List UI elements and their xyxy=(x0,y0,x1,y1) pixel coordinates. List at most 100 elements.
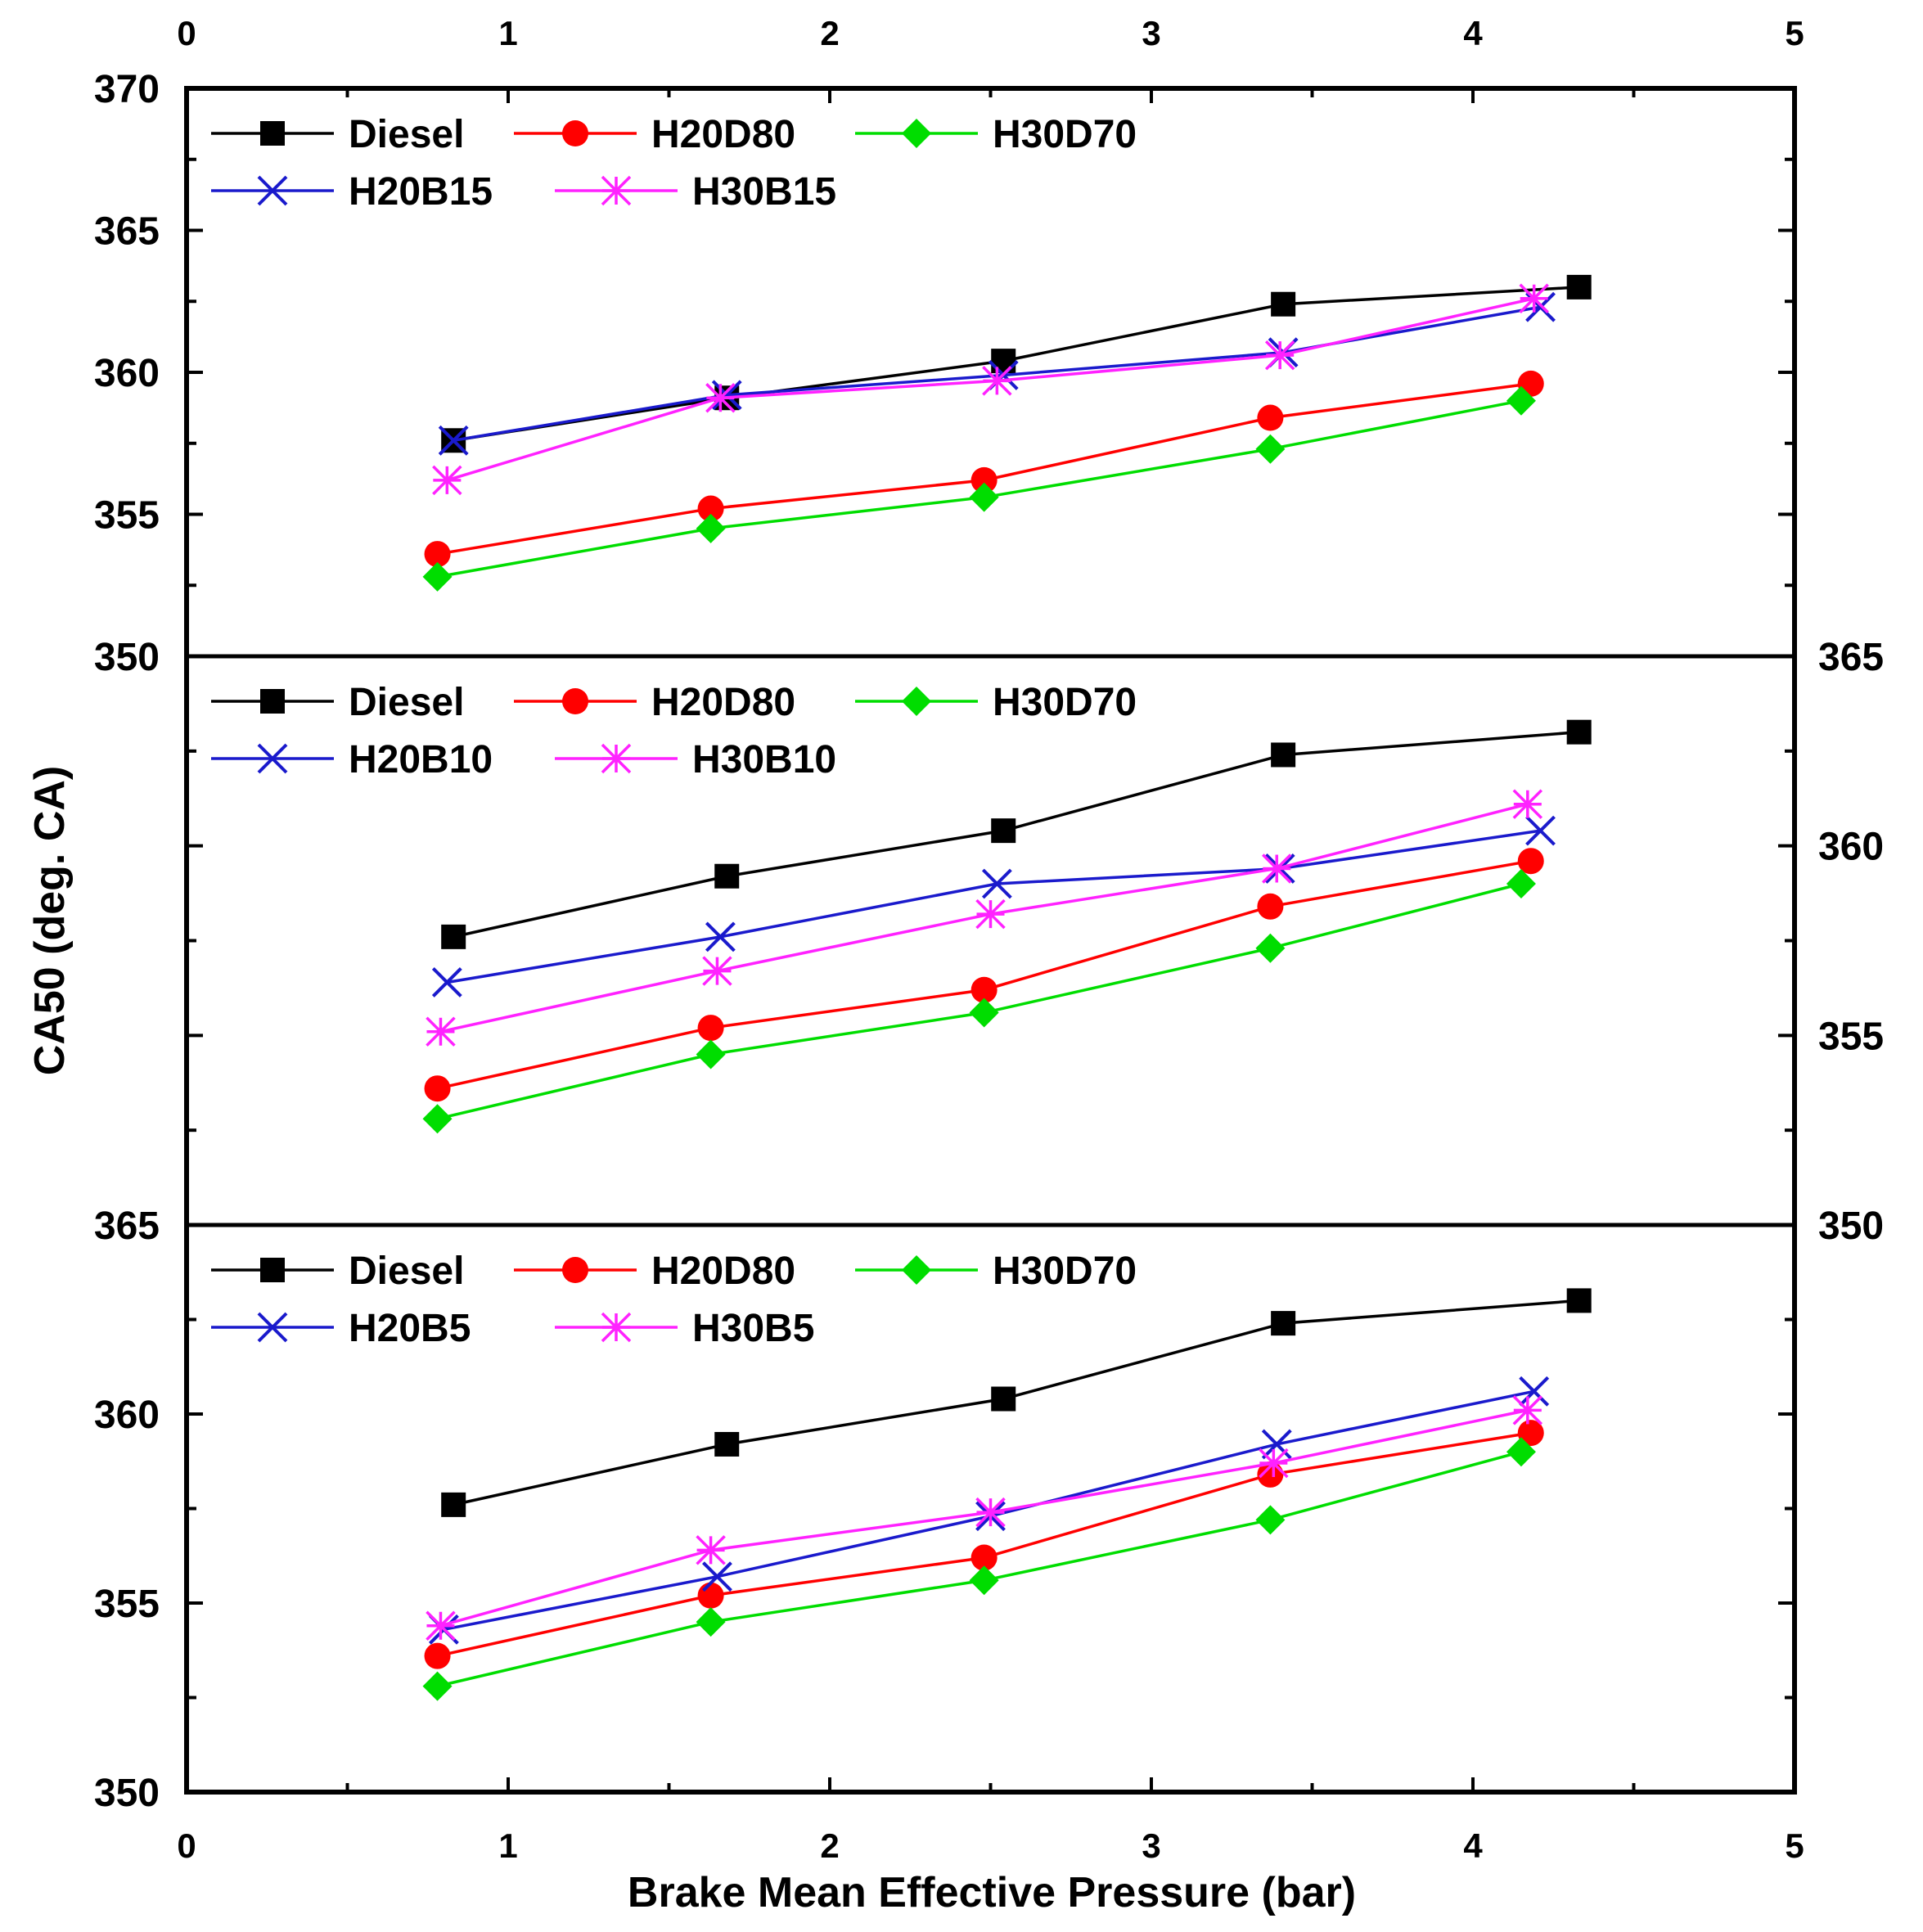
y-tick-label: 365 xyxy=(94,210,160,254)
data-point-h20b10 xyxy=(1525,815,1556,846)
data-point-h30b5 xyxy=(696,1535,726,1565)
legend-label: Diesel xyxy=(349,1250,464,1293)
data-point-diesel xyxy=(1566,1288,1592,1313)
legend-b10: Diesel H20D80 H30D70 H20B10 H30B10 xyxy=(211,681,1137,781)
data-point-h30b15 xyxy=(982,366,1012,396)
data-point-h30b10 xyxy=(702,956,732,986)
legend-label: H20B15 xyxy=(349,170,493,214)
y-tick-label: 365 xyxy=(94,1205,160,1248)
data-point-h30b15 xyxy=(705,382,736,413)
y-tick-label: 365 xyxy=(1818,636,1884,679)
legend-marker xyxy=(260,121,285,146)
legend-item-h30b15: H30B15 xyxy=(555,170,836,214)
legend-label: H20B10 xyxy=(349,738,493,781)
data-point-h30d70 xyxy=(1255,933,1286,963)
x-tick-label-bottom: 1 xyxy=(498,1826,517,1865)
data-point-h30b5 xyxy=(426,1610,456,1641)
y-tick-label: 350 xyxy=(1818,1205,1884,1248)
data-point-h30b10 xyxy=(975,898,1006,930)
legend-label: H20B5 xyxy=(349,1307,471,1350)
data-point-diesel xyxy=(1566,274,1592,299)
data-point-h30d70 xyxy=(1255,1505,1286,1535)
legend-item-diesel: Diesel xyxy=(211,1250,464,1293)
y-tick-label: 355 xyxy=(1818,1015,1884,1058)
legend-item-h30d70: H30D70 xyxy=(855,681,1137,724)
data-point-h30b10 xyxy=(426,1016,456,1047)
series-h20b10 xyxy=(431,815,1556,998)
data-point-diesel xyxy=(441,1492,466,1517)
legend-marker xyxy=(902,1255,931,1285)
data-point-h20d80 xyxy=(697,495,724,522)
data-point-h30d70 xyxy=(422,561,453,592)
legend-label: H30D70 xyxy=(993,681,1137,724)
data-point-h20d80 xyxy=(424,1642,451,1669)
data-point-h20b5 xyxy=(1261,1429,1292,1460)
legend-b15: Diesel H20D80 H30D70 H20B15 H30B15 xyxy=(211,113,1137,214)
y-tick-label: 350 xyxy=(94,1772,160,1815)
series-h30b10 xyxy=(426,789,1543,1047)
series-line-h20b10 xyxy=(447,829,1541,984)
series-line-h20d80 xyxy=(437,1431,1532,1658)
data-point-h30d70 xyxy=(969,1565,999,1596)
data-point-h20b15 xyxy=(711,380,742,411)
data-point-h30b10 xyxy=(1262,853,1292,884)
data-point-diesel xyxy=(441,924,466,949)
data-point-h30b15 xyxy=(432,465,462,496)
legend-item-h20d80: H20D80 xyxy=(514,681,795,724)
x-tick-label-bottom: 0 xyxy=(177,1826,196,1865)
data-point-h30d70 xyxy=(969,482,999,512)
legend-label: Diesel xyxy=(349,681,464,724)
series-diesel xyxy=(441,1288,1592,1517)
data-point-h30d70 xyxy=(696,1607,726,1637)
y-tick-label: 360 xyxy=(94,352,160,395)
legend-marker xyxy=(601,743,632,774)
data-point-h20d80 xyxy=(424,1075,451,1102)
y-tick-label: 360 xyxy=(1818,826,1884,869)
data-point-h30d70 xyxy=(1506,869,1536,898)
data-point-h20b10 xyxy=(431,967,462,998)
legend-item-h30b10: H30B10 xyxy=(555,738,836,781)
legend-label: H30D70 xyxy=(993,113,1137,156)
series-h20d80 xyxy=(424,370,1544,568)
x-tick-label-top: 1 xyxy=(498,14,517,52)
series-h30d70 xyxy=(422,1437,1536,1701)
y-tick-label: 355 xyxy=(94,1583,160,1626)
data-point-h20d80 xyxy=(697,1582,724,1609)
legend-marker xyxy=(562,1257,588,1283)
data-point-h20b15 xyxy=(438,425,469,456)
legend-b5: Diesel H20D80 H30D70 H20B5 H30B5 xyxy=(211,1250,1137,1350)
legend-marker xyxy=(260,1258,285,1282)
data-point-diesel xyxy=(714,1431,740,1457)
legend-marker xyxy=(260,689,285,714)
y-axis-title: CA50 (deg. CA) xyxy=(26,766,74,1075)
data-point-h20d80 xyxy=(971,1544,998,1571)
y-tick-label: 360 xyxy=(94,1394,160,1437)
series-h30d70 xyxy=(422,869,1536,1134)
x-tick-label-top: 4 xyxy=(1463,14,1483,52)
x-tick-label-bottom: 2 xyxy=(820,1826,839,1865)
legend-label: H20D80 xyxy=(651,1250,795,1293)
legend-label: H30D70 xyxy=(993,1250,1137,1293)
legend-marker xyxy=(562,688,588,714)
legend-label: H30B15 xyxy=(692,170,836,214)
panel-b15: 350 355 360 365 370 Diesel H20D80 H30D70 H20B15 H… xyxy=(94,68,1795,679)
legend-item-h20b5: H20B5 xyxy=(211,1307,471,1350)
y-tick-label: 370 xyxy=(94,68,160,111)
data-point-h30b5 xyxy=(1512,1395,1543,1425)
legend-label: H30B10 xyxy=(692,738,836,781)
data-point-h30d70 xyxy=(422,1671,453,1701)
data-point-h20d80 xyxy=(971,466,998,493)
data-point-h30d70 xyxy=(422,1104,453,1134)
legend-marker xyxy=(902,119,931,148)
data-point-diesel xyxy=(991,349,1016,374)
series-line-diesel xyxy=(453,1299,1579,1506)
legend-item-diesel: Diesel xyxy=(211,681,464,724)
data-point-h20d80 xyxy=(424,541,451,568)
data-point-diesel xyxy=(991,1386,1016,1412)
legend-item-h30d70: H30D70 xyxy=(855,1250,1137,1293)
data-point-h30d70 xyxy=(1255,434,1286,464)
series-h20d80 xyxy=(424,848,1544,1102)
legend-marker xyxy=(257,175,288,206)
legend-item-h30b5: H30B5 xyxy=(555,1307,814,1350)
